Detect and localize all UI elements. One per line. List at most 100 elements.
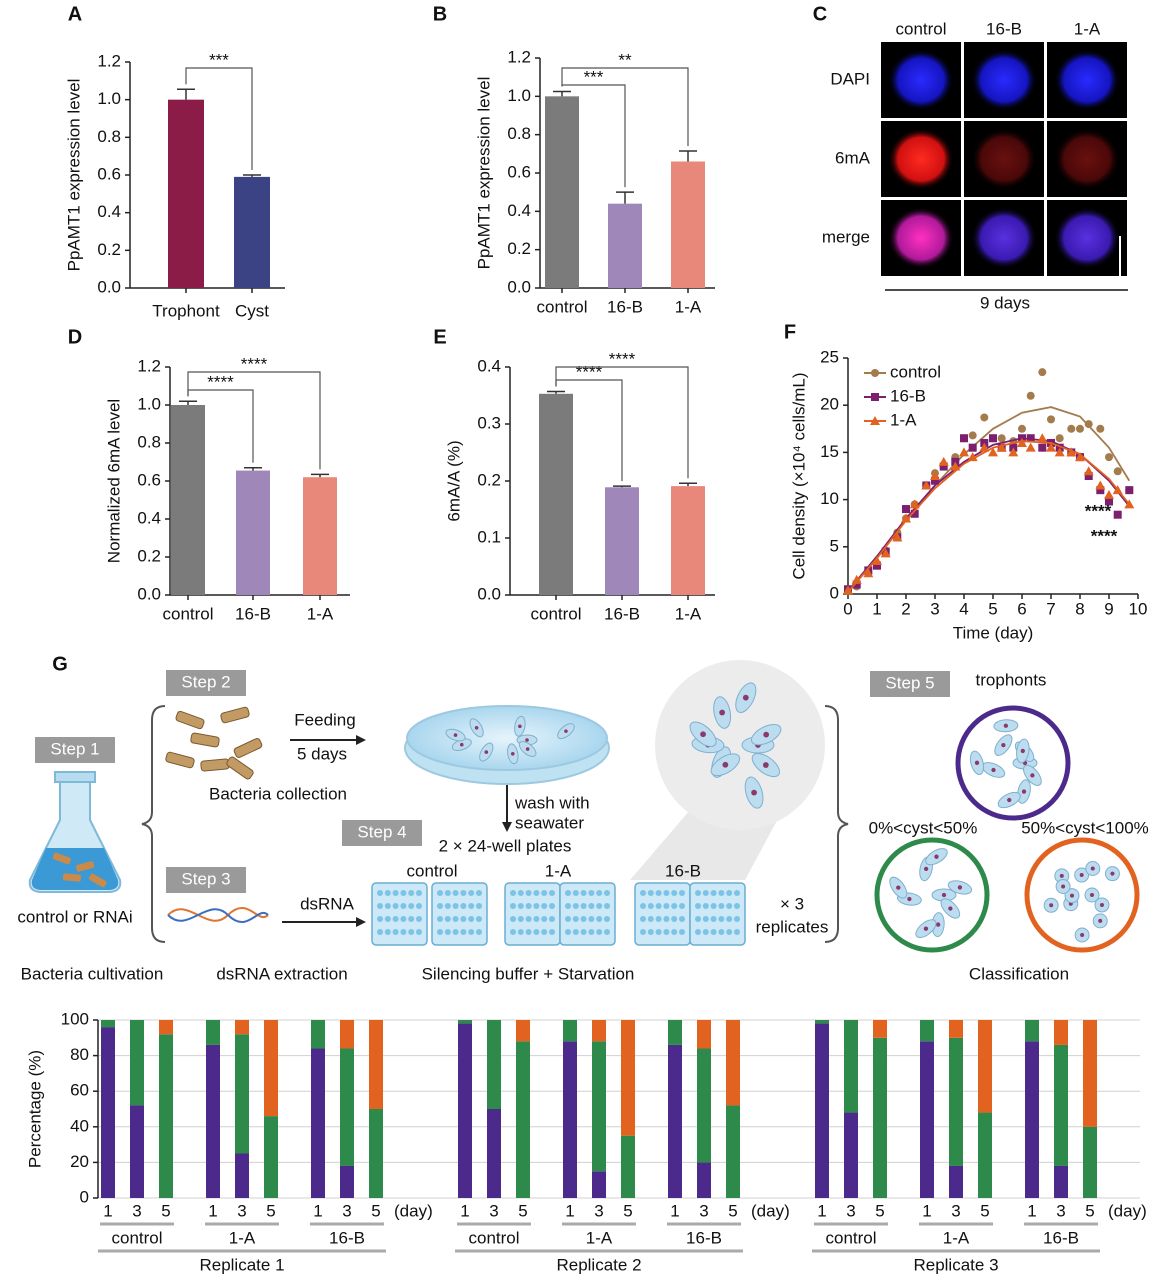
point bbox=[851, 574, 862, 584]
panel-letter: B bbox=[433, 3, 447, 25]
illustration bbox=[474, 725, 479, 730]
illustration bbox=[431, 882, 488, 946]
illustration bbox=[392, 890, 399, 896]
bar-segment bbox=[369, 1020, 383, 1109]
y-tick-label: 0.2 bbox=[97, 240, 121, 259]
illustration bbox=[604, 916, 610, 922]
bar-segment bbox=[621, 1135, 635, 1198]
illustration bbox=[437, 903, 443, 909]
point bbox=[1038, 368, 1047, 377]
x-tick-label: 3 bbox=[930, 599, 939, 618]
x-tick-label: 9 bbox=[1104, 599, 1113, 618]
illustration bbox=[476, 903, 482, 909]
illustration bbox=[384, 903, 391, 909]
illustration bbox=[468, 903, 475, 909]
replicate-label: Replicate 3 bbox=[913, 1255, 998, 1274]
point bbox=[909, 499, 920, 509]
point bbox=[1017, 437, 1027, 447]
illustration bbox=[452, 890, 459, 896]
group-label: 1-A bbox=[943, 1228, 970, 1247]
y-tick-label: 0.0 bbox=[507, 277, 531, 296]
point bbox=[1075, 452, 1085, 462]
point bbox=[1095, 480, 1106, 490]
illustration bbox=[726, 916, 733, 922]
x-tick-label: 1 bbox=[565, 1201, 574, 1220]
illustration bbox=[400, 916, 407, 922]
point bbox=[1008, 447, 1019, 457]
bar-segment bbox=[815, 1020, 829, 1024]
illustration bbox=[923, 866, 929, 872]
point bbox=[1067, 424, 1076, 433]
illustration bbox=[1070, 893, 1075, 898]
bar-segment bbox=[206, 1044, 220, 1198]
illustration bbox=[460, 929, 467, 935]
x-tick-label: 10 bbox=[1129, 599, 1148, 618]
step-label: Step 1 bbox=[50, 739, 99, 758]
point bbox=[1104, 489, 1114, 499]
bar bbox=[539, 393, 573, 595]
point bbox=[1083, 466, 1094, 476]
x-tick-label: 3 bbox=[699, 1201, 708, 1220]
illustration bbox=[596, 903, 603, 909]
significance-bracket bbox=[561, 67, 689, 146]
bar-segment bbox=[978, 1112, 992, 1198]
flask-neck bbox=[54, 771, 96, 783]
y-tick-label: 15 bbox=[820, 442, 839, 461]
illustration bbox=[1099, 902, 1104, 907]
point bbox=[950, 461, 961, 471]
y-axis-label: Percentage (%) bbox=[25, 1050, 44, 1168]
illustration bbox=[588, 903, 595, 909]
panel-letter: F bbox=[784, 321, 796, 343]
point bbox=[979, 442, 990, 452]
illustration bbox=[655, 903, 662, 909]
stage-label: dsRNA extraction bbox=[216, 964, 347, 983]
significance-bracket bbox=[185, 67, 253, 170]
illustration bbox=[541, 903, 548, 909]
illustration bbox=[541, 916, 548, 922]
point bbox=[1047, 415, 1055, 424]
illustration bbox=[572, 890, 579, 896]
y-tick-label: 0.0 bbox=[477, 584, 501, 603]
illustration bbox=[525, 890, 532, 896]
x-tick-label: 1 bbox=[922, 1201, 931, 1220]
x-tick-label: 5 bbox=[980, 1201, 989, 1220]
illustration bbox=[580, 929, 587, 935]
x-tick-label: 1 bbox=[1027, 1201, 1036, 1220]
illustration bbox=[460, 916, 467, 922]
illustration bbox=[722, 761, 729, 768]
column-label: 16-B bbox=[986, 19, 1022, 38]
x-tick-label: 4 bbox=[959, 599, 968, 618]
illustration bbox=[549, 916, 555, 922]
class-label: 50%<cyst<100% bbox=[1021, 818, 1149, 837]
bar-segment bbox=[949, 1037, 963, 1166]
illustration bbox=[596, 890, 603, 896]
panel-letter: G bbox=[52, 653, 68, 675]
illustration bbox=[533, 916, 540, 922]
nucleus bbox=[971, 207, 1037, 269]
class-circle bbox=[955, 705, 1071, 821]
illustration bbox=[476, 916, 482, 922]
class-circle bbox=[1024, 837, 1140, 953]
illustration bbox=[647, 890, 654, 896]
illustration bbox=[718, 929, 725, 935]
plate-label: 16-B bbox=[665, 861, 701, 880]
illustration bbox=[416, 916, 422, 922]
x-tick-label: 5 bbox=[623, 1201, 632, 1220]
legend-marker bbox=[871, 393, 879, 401]
illustration bbox=[679, 890, 685, 896]
illustration bbox=[679, 916, 685, 922]
fit-line bbox=[847, 406, 1131, 592]
illustration bbox=[444, 929, 451, 935]
bar-segment bbox=[516, 1020, 530, 1042]
illustration bbox=[671, 903, 678, 909]
illustration bbox=[468, 890, 475, 896]
point bbox=[1125, 486, 1134, 495]
point bbox=[1037, 433, 1048, 443]
y-tick-label: 1.0 bbox=[507, 86, 531, 105]
illustration bbox=[408, 929, 415, 935]
schematic-text: dsRNA bbox=[300, 894, 355, 913]
x-tick-label: 3 bbox=[951, 1201, 960, 1220]
point bbox=[930, 471, 940, 480]
replicate-label: Replicate 1 bbox=[199, 1255, 284, 1274]
group-label: 16-B bbox=[686, 1228, 722, 1247]
